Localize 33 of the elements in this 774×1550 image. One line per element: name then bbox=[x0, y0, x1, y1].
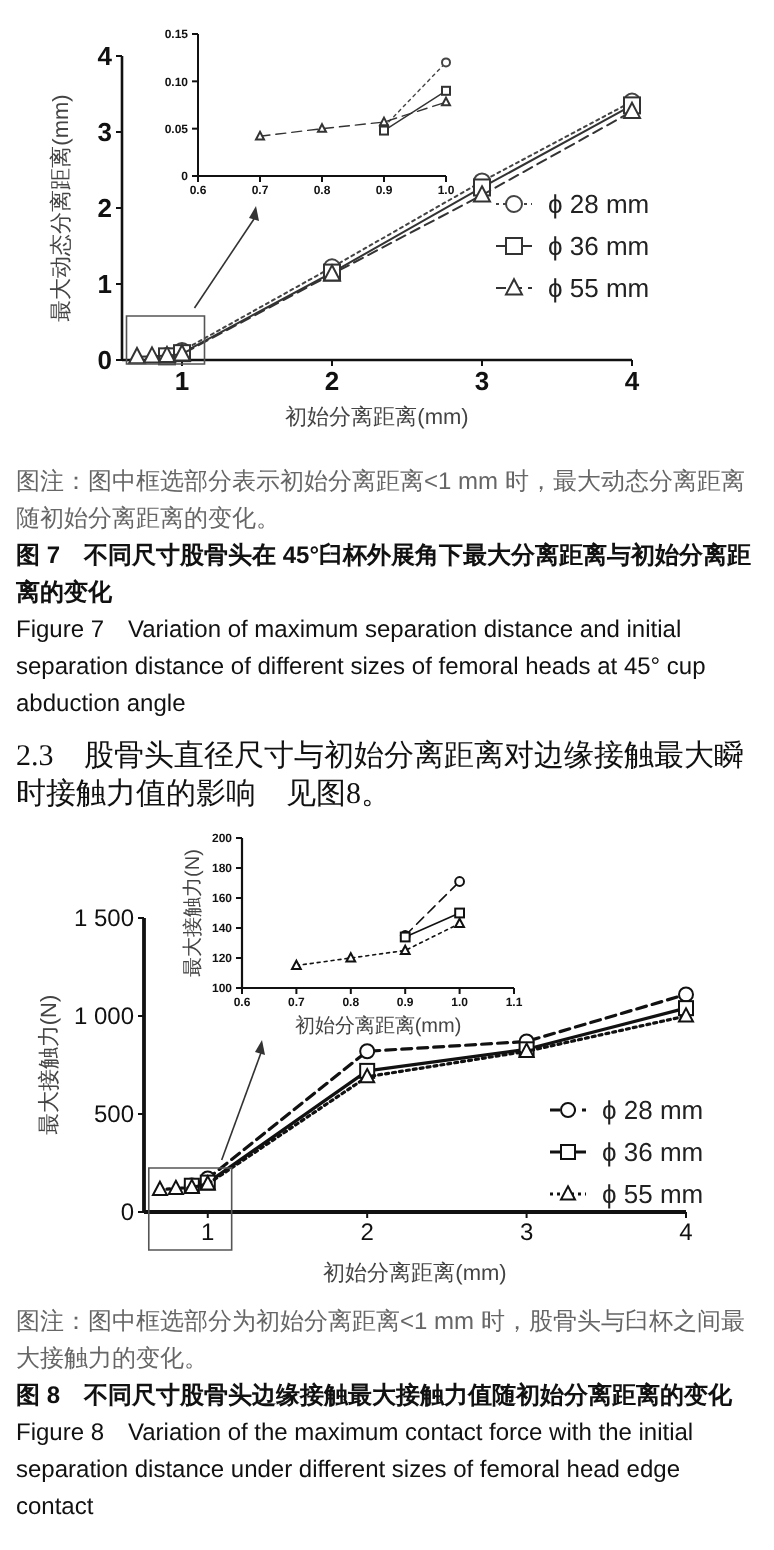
x-axis-title: 初始分离距离(mm) bbox=[285, 404, 469, 430]
y-tick-label: 1 500 bbox=[73, 904, 135, 933]
x-tick-label: 2 bbox=[360, 1218, 375, 1247]
y-axis-title: 最大动态分离距离(mm) bbox=[47, 94, 74, 322]
x-axis-title: 初始分离距离(mm) bbox=[294, 1014, 462, 1038]
text: 图注：图中框选部分表示初始分离距离<1 mm 时，最大动态分离距离随初始分离距离的变化。 bbox=[16, 467, 745, 532]
y-tick-label: 500 bbox=[93, 1100, 135, 1129]
y-tick-label: 0 bbox=[120, 1198, 135, 1227]
y-axis-title: 最大接触力(N) bbox=[181, 849, 205, 977]
y-axis-title: 最大接触力(N) bbox=[35, 994, 62, 1136]
x-tick-label: 3 bbox=[474, 366, 490, 397]
y-tick-label: 0 bbox=[97, 345, 112, 376]
caption: Figure 8 Variation of the maximum contact force with the initial separation distance under different sizes of femoral head edge contact bbox=[16, 1418, 694, 1520]
text: 图注：图中框选部分为初始分离距离<1 mm 时，股骨头与臼杯之间最大接触力的变化。 bbox=[16, 1307, 745, 1372]
y-tick-label: 1 000 bbox=[73, 1002, 135, 1031]
x-tick-label: 4 bbox=[624, 366, 641, 397]
x-tick-label: 3 bbox=[519, 1218, 534, 1247]
caption: 图 8 不同尺寸股骨头边缘接触最大接触力值随初始分离距离的变化 bbox=[16, 1381, 735, 1409]
text: 2.3 股骨头直径尺寸与初始分离距离对边缘接触最大瞬时接触力值的影响 见图8。 bbox=[16, 739, 744, 811]
x-tick-label: 2 bbox=[324, 366, 340, 397]
legend-label: ϕ 28 mm bbox=[548, 189, 650, 220]
y-tick-label: 3 bbox=[97, 117, 112, 148]
x-axis-title: 初始分离距离(mm) bbox=[323, 1260, 507, 1286]
y-tick-label: 4 bbox=[97, 41, 114, 72]
legend-label: ϕ 36 mm bbox=[548, 231, 650, 262]
x-tick-label: 4 bbox=[679, 1218, 694, 1247]
legend-label: ϕ 55 mm bbox=[602, 1179, 704, 1210]
caption: 图 7 不同尺寸股骨头在 45°臼杯外展角下最大分离距离与初始分离距离的变化 bbox=[14, 541, 751, 606]
legend-label: ϕ 28 mm bbox=[602, 1095, 704, 1126]
caption: Figure 7 Variation of maximum separation distance and initial separation distance of different sizes of femoral heads at 45° cup abduction angle bbox=[16, 615, 707, 717]
legend-label: ϕ 55 mm bbox=[548, 273, 650, 304]
y-tick-label: 1 bbox=[97, 269, 112, 300]
legend-label: ϕ 36 mm bbox=[602, 1137, 704, 1168]
